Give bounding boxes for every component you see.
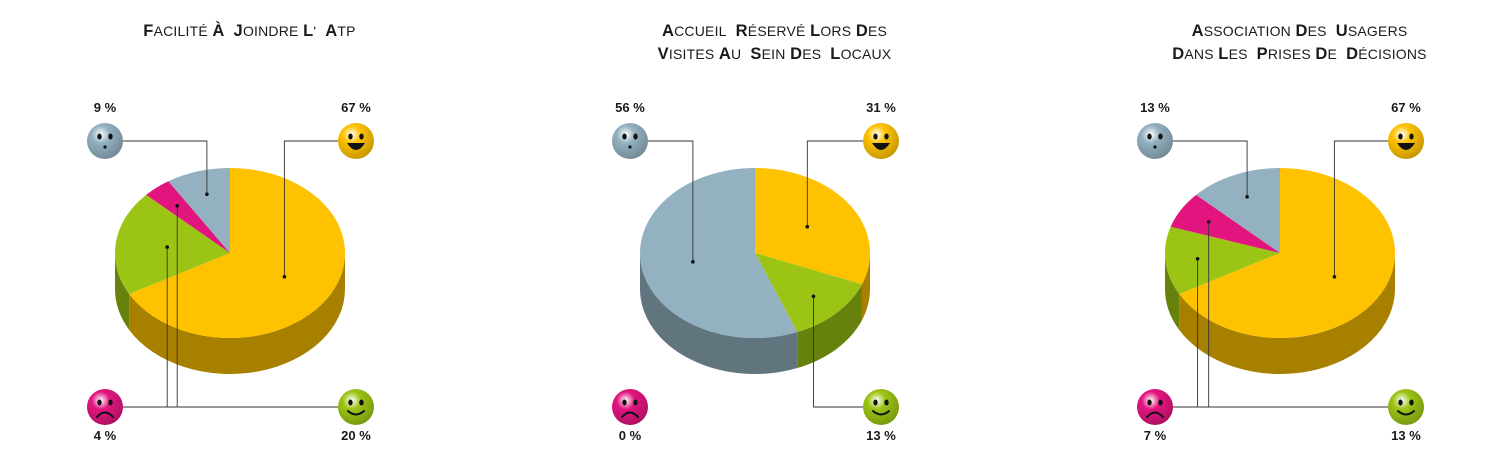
pie-slice-very-satisfied [115,194,230,294]
smiley-happy-icon [1388,123,1424,159]
pie-slice-unsatisfied [146,181,230,253]
leader-line-satisfied [282,140,356,279]
pie-slice-very-satisfied [1165,226,1280,294]
leader-line-neutral [105,140,209,196]
pie-slice-unsatisfied [1170,194,1280,253]
pie-side-satisfied [861,253,870,321]
percent-label-unsatisfied: 4 % [93,428,117,443]
pie-chart-panel: FACILITÉ À JOINDRE L' ATP 67 % 20 % 4 % 9 % [0,0,499,457]
leader-line-satisfied [805,140,881,229]
leader-line-neutral [630,140,695,264]
pie-slice-satisfied [1179,168,1395,338]
pie-slice-neutral [640,168,798,338]
smiley-smile-icon [1388,389,1424,425]
percent-label-very-satisfied: 13 % [866,428,896,443]
pie-slice-satisfied [129,168,345,338]
pie-side-neutral [640,253,798,375]
pie-side-satisfied [1179,253,1395,374]
leader-line-very-satisfied [811,294,881,408]
smiley-neutral-icon [87,123,123,159]
smiley-smile-icon [338,389,374,425]
chart-title: ASSOCIATION DES USAGERS DANS LES PRISES D… [1050,20,1498,66]
pie-slice-neutral [168,168,230,253]
percent-label-very-satisfied: 20 % [341,428,371,443]
pie-sides [115,253,345,374]
smiley-happy-icon [338,123,374,159]
percent-label-unsatisfied: 0 % [618,428,642,443]
percent-label-satisfied: 67 % [1391,100,1421,115]
percent-label-satisfied: 31 % [866,100,896,115]
chart-title-line: VISITES AU SEIN DES LOCAUX [657,45,892,63]
pie-chart [87,123,374,425]
chart-title-line: ASSOCIATION DES USAGERS [1191,22,1408,40]
smiley-happy-icon [863,123,899,159]
pie-side-satisfied [129,253,345,374]
pie-side-very-satisfied [115,253,130,330]
pie-slice-neutral [1196,168,1280,253]
pie-sides [1165,253,1395,374]
pie-slice-very-satisfied [755,253,862,333]
chart-title-line: FACILITÉ À JOINDRE L' ATP [143,22,356,40]
percent-label-neutral: 56 % [615,100,645,115]
chart-title-line: DANS LES PRISES DE DÉCISIONS [1172,45,1427,63]
percent-label-satisfied: 67 % [341,100,371,115]
smiley-sad-icon [87,389,123,425]
pie-top [1165,168,1395,338]
chart-title-line: ACCUEIL RÉSERVÉ LORS DES [661,22,888,40]
percent-label-neutral: 13 % [1140,100,1170,115]
pie-chart-panel: ASSOCIATION DES USAGERS DANS LES PRISES D… [1050,0,1498,457]
pie-slice-satisfied [755,168,870,285]
chart-title: ACCUEIL RÉSERVÉ LORS DES VISITES AU SEIN … [525,20,1024,66]
percent-label-unsatisfied: 7 % [1143,428,1167,443]
pie-chart [612,123,899,425]
pie-chart-panel: ACCUEIL RÉSERVÉ LORS DES VISITES AU SEIN … [525,0,1024,457]
pie-side-very-satisfied [1165,253,1180,330]
leader-line-satisfied [1332,140,1406,279]
smiley-neutral-icon [1137,123,1173,159]
leader-line-unsatisfied [105,204,179,408]
smiley-sad-icon [612,389,648,425]
smiley-sad-icon [1137,389,1173,425]
percent-label-neutral: 9 % [93,100,117,115]
percent-label-very-satisfied: 13 % [1391,428,1421,443]
smiley-neutral-icon [612,123,648,159]
chart-title: FACILITÉ À JOINDRE L' ATP [0,20,499,43]
pie-chart [1137,123,1424,425]
pie-top [640,168,870,338]
pie-top [115,168,345,338]
leader-line-neutral [1155,140,1249,199]
smiley-smile-icon [863,389,899,425]
